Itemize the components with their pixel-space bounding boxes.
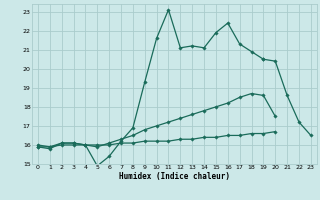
X-axis label: Humidex (Indice chaleur): Humidex (Indice chaleur) bbox=[119, 172, 230, 181]
